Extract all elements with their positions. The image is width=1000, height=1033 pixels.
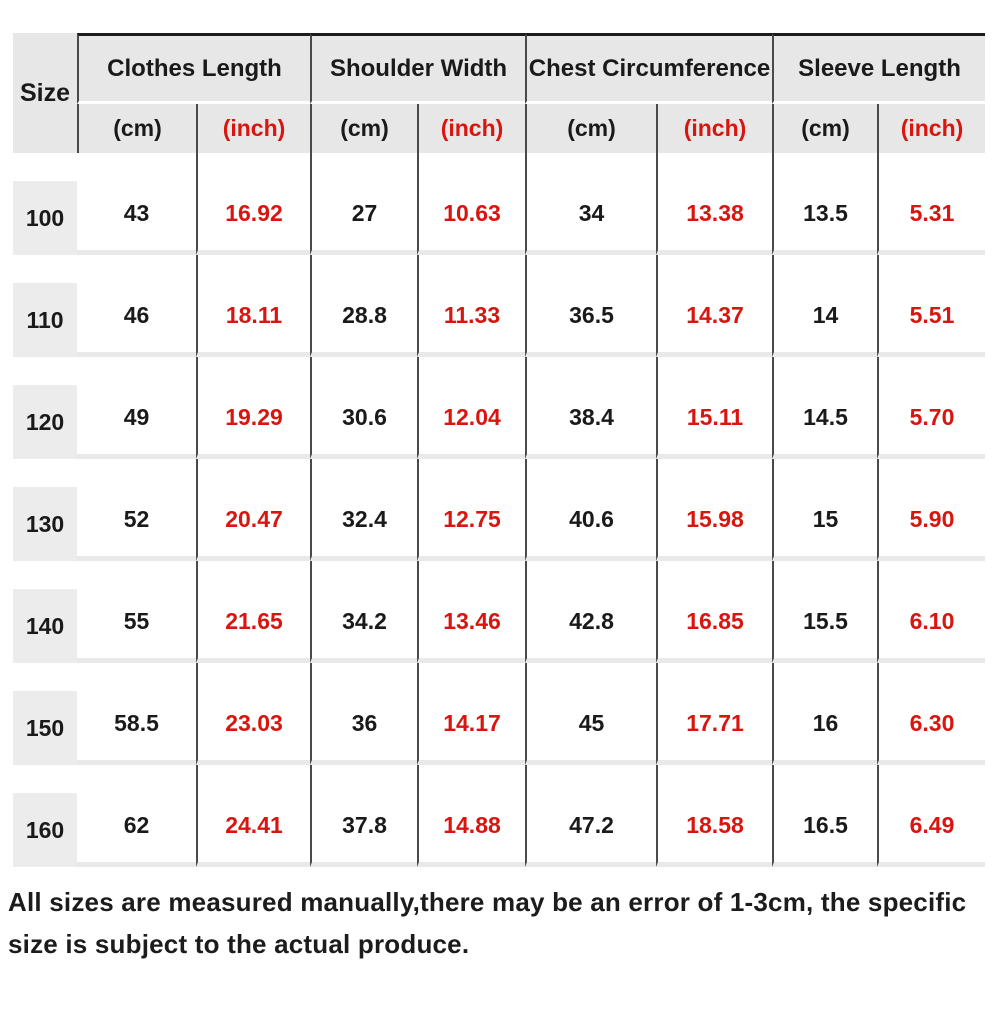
size-cell: 140 [13,561,77,663]
measurement-cell: 52 [77,459,196,561]
measurement-disclaimer: All sizes are measured manually,there ma… [8,887,967,960]
measurement-cell: 62 [77,765,196,867]
measurement-cell: 15.5 [772,561,877,663]
table-header: Size Clothes Length Shoulder Width Chest… [13,33,985,153]
table-row: 110 46 18.11 28.8 11.33 36.5 14.37 14 5.… [13,255,985,357]
unit-header-inch: (inch) [656,104,772,153]
measurement-cell: 14.17 [417,663,525,765]
measurement-cell: 5.51 [877,255,985,357]
unit-header-inch: (inch) [417,104,525,153]
group-header-shoulder-width: Shoulder Width [310,33,525,104]
size-value: 110 [13,283,77,357]
measurement-cell: 27 [310,153,417,255]
measurement-cell: 36.5 [525,255,656,357]
group-header-chest-circumference: Chest Circumference [525,33,772,104]
measurement-cell: 34.2 [310,561,417,663]
table-row: 140 55 21.65 34.2 13.46 42.8 16.85 15.5 … [13,561,985,663]
measurement-cell: 5.70 [877,357,985,459]
measurement-cell: 14.37 [656,255,772,357]
unit-header-cm: (cm) [77,104,196,153]
size-value: 100 [13,181,77,255]
size-value: 130 [13,487,77,561]
size-value: 150 [13,691,77,765]
measurement-cell: 47.2 [525,765,656,867]
measurement-cell: 24.41 [196,765,310,867]
measurement-cell: 45 [525,663,656,765]
measurement-cell: 6.10 [877,561,985,663]
measurement-cell: 16.92 [196,153,310,255]
measurement-cell: 12.04 [417,357,525,459]
size-chart: Size Clothes Length Shoulder Width Chest… [13,33,985,867]
unit-header-inch: (inch) [196,104,310,153]
measurement-cell: 43 [77,153,196,255]
measurement-cell: 13.46 [417,561,525,663]
size-cell: 150 [13,663,77,765]
table-row: 150 58.5 23.03 36 14.17 45 17.71 16 6.30 [13,663,985,765]
measurement-cell: 11.33 [417,255,525,357]
measurement-cell: 49 [77,357,196,459]
measurement-cell: 13.38 [656,153,772,255]
size-column-header: Size [13,33,77,153]
measurement-cell: 28.8 [310,255,417,357]
measurement-cell: 5.31 [877,153,985,255]
measurement-cell: 36 [310,663,417,765]
measurement-cell: 15.98 [656,459,772,561]
measurement-cell: 16.5 [772,765,877,867]
measurement-cell: 6.49 [877,765,985,867]
size-value: 160 [13,793,77,867]
unit-header-cm: (cm) [772,104,877,153]
measurement-cell: 21.65 [196,561,310,663]
measurement-cell: 15.11 [656,357,772,459]
measurement-cell: 46 [77,255,196,357]
measurement-cell: 16.85 [656,561,772,663]
measurement-cell: 19.29 [196,357,310,459]
table-row: 160 62 24.41 37.8 14.88 47.2 18.58 16.5 … [13,765,985,867]
size-cell: 100 [13,153,77,255]
measurement-cell: 30.6 [310,357,417,459]
measurement-cell: 23.03 [196,663,310,765]
group-header-sleeve-length: Sleeve Length [772,33,985,104]
measurement-cell: 58.5 [77,663,196,765]
measurement-cell: 40.6 [525,459,656,561]
measurement-cell: 18.58 [656,765,772,867]
measurement-cell: 6.30 [877,663,985,765]
size-cell: 160 [13,765,77,867]
size-value: 120 [13,385,77,459]
measurement-cell: 16 [772,663,877,765]
measurement-cell: 10.63 [417,153,525,255]
table-row: 130 52 20.47 32.4 12.75 40.6 15.98 15 5.… [13,459,985,561]
measurement-cell: 42.8 [525,561,656,663]
measurement-cell: 18.11 [196,255,310,357]
measurement-cell: 20.47 [196,459,310,561]
measurement-cell: 14.88 [417,765,525,867]
measurement-cell: 38.4 [525,357,656,459]
unit-header-inch: (inch) [877,104,985,153]
measurement-cell: 32.4 [310,459,417,561]
measurement-cell: 14 [772,255,877,357]
table-row: 100 43 16.92 27 10.63 34 13.38 13.5 5.31 [13,153,985,255]
measurement-cell: 13.5 [772,153,877,255]
measurement-cell: 14.5 [772,357,877,459]
unit-header-cm: (cm) [525,104,656,153]
measurement-cell: 12.75 [417,459,525,561]
measurement-cell: 17.71 [656,663,772,765]
table-row: 120 49 19.29 30.6 12.04 38.4 15.11 14.5 … [13,357,985,459]
unit-header-cm: (cm) [310,104,417,153]
group-header-clothes-length: Clothes Length [77,33,310,104]
measurement-cell: 34 [525,153,656,255]
measurement-cell: 55 [77,561,196,663]
size-cell: 110 [13,255,77,357]
size-cell: 130 [13,459,77,561]
measurement-cell: 37.8 [310,765,417,867]
size-value: 140 [13,589,77,663]
measurement-cell: 15 [772,459,877,561]
size-cell: 120 [13,357,77,459]
measurement-cell: 5.90 [877,459,985,561]
